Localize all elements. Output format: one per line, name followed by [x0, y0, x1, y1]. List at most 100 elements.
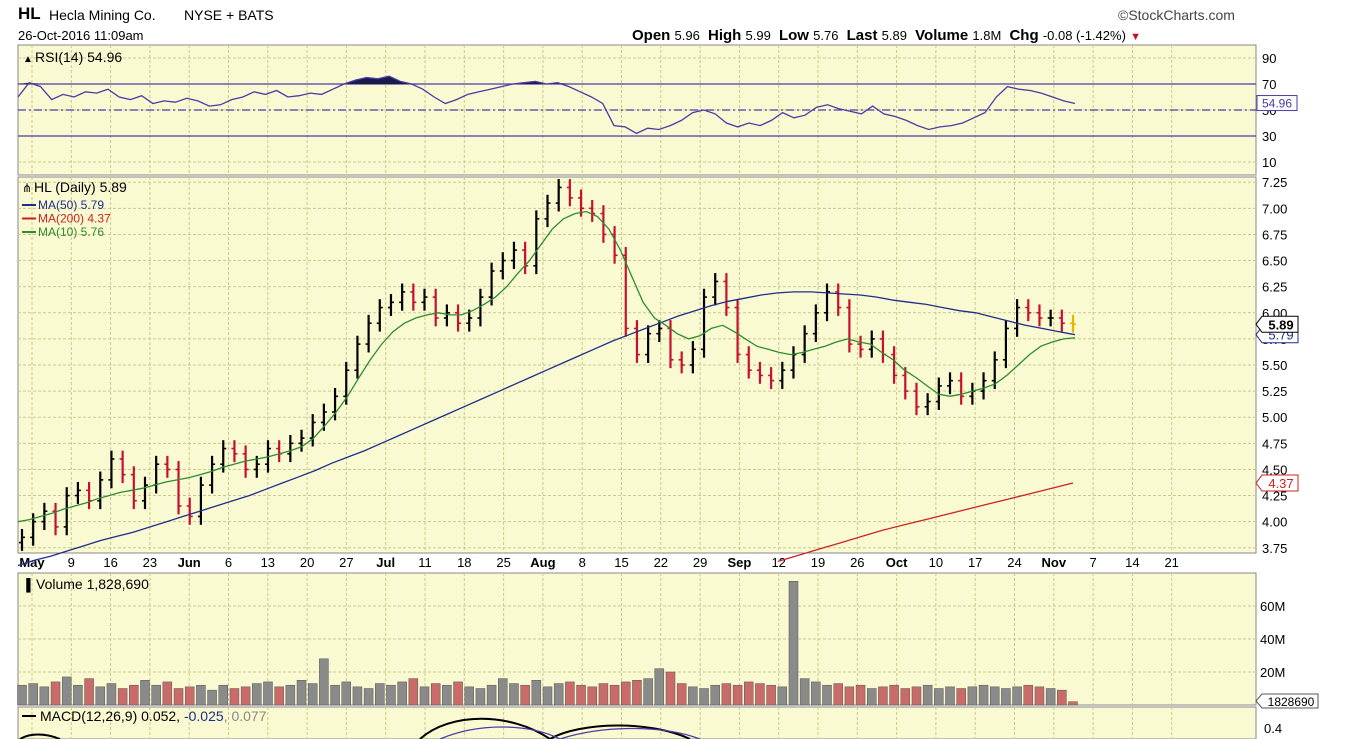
- volume-bar: [676, 683, 687, 706]
- volume-bar: [989, 686, 1000, 706]
- volume-bar: [833, 683, 843, 706]
- x-tick-label: 23: [143, 555, 157, 570]
- price-title: HL (Daily) 5.89: [34, 179, 127, 195]
- x-tick-label: 19: [811, 555, 825, 570]
- ma10-line: [17, 210, 1076, 523]
- macd-line: [19, 733, 61, 739]
- price-tick-label: 4.50: [1262, 462, 1287, 477]
- datetime: 26-Oct-2016 11:09am: [18, 28, 144, 43]
- macd-value: MACD(12,26,9) 0.052,: [40, 708, 184, 724]
- volume-bar: [330, 684, 340, 706]
- x-tick-label: May: [19, 555, 45, 570]
- volume-bar: [1045, 688, 1056, 706]
- volume-bar: [732, 684, 743, 706]
- volume-bar: [609, 684, 620, 706]
- chg-value: -0.08 (-1.42%): [1042, 28, 1126, 43]
- volume-bar: [129, 684, 139, 706]
- last-value: 5.89: [881, 28, 907, 43]
- rsi-tick-label: 90: [1262, 51, 1276, 66]
- brand-logo: ©StockCharts.com: [1118, 7, 1235, 23]
- x-tick-label: 6: [225, 555, 232, 570]
- volume-title: Volume 1,828,690: [36, 576, 149, 592]
- x-tick-label: 22: [654, 555, 668, 570]
- volume-bar: [307, 683, 318, 706]
- volume-bar: [296, 680, 307, 706]
- x-tick-label: 13: [261, 555, 275, 570]
- price-tag-label: 5.89: [1268, 317, 1293, 332]
- volume-bar: [855, 684, 866, 706]
- price-icon: ⋔: [22, 181, 32, 195]
- volume-bar: [632, 680, 642, 706]
- low-label: Low: [778, 27, 809, 44]
- volume-bar: [866, 688, 877, 706]
- macd-signal-value: -0.025: [184, 708, 224, 724]
- x-tick-label: 16: [103, 555, 117, 570]
- x-tick-label: Aug: [530, 555, 555, 570]
- volume-bar: [665, 671, 676, 706]
- volume-value-tag: [1255, 693, 1319, 709]
- volume-bar: [151, 684, 161, 706]
- volume-bar: [73, 684, 83, 706]
- volume-bar: [84, 678, 94, 706]
- volume-bar: [39, 686, 50, 706]
- volume-bar: [766, 684, 776, 706]
- volume-bar: [274, 686, 284, 706]
- legend-label: MA(200) 4.37: [38, 212, 111, 226]
- price-tick-label: 7.25: [1262, 175, 1287, 190]
- rsi-title: RSI(14) 54.96: [35, 49, 122, 65]
- volume-tick-label: 20M: [1260, 665, 1285, 680]
- x-tick-label: 18: [457, 555, 471, 570]
- macd-tick-label: 0.4: [1264, 721, 1282, 736]
- volume-bar: [956, 688, 966, 706]
- volume-bar: [542, 686, 553, 706]
- volume-bar: [509, 683, 519, 706]
- volume-bar: [844, 686, 855, 706]
- macd-histogram-value: , 0.077: [224, 708, 267, 724]
- x-tick-label: Sep: [727, 555, 751, 570]
- volume-last-value: 1828690: [1268, 695, 1315, 709]
- volume-bar: [498, 678, 508, 706]
- x-tick-label: 27: [339, 555, 353, 570]
- volume-icon: ▐: [22, 578, 31, 593]
- price-tick-label: 3.75: [1262, 541, 1287, 556]
- open-label: Open: [632, 27, 671, 44]
- volume-bar: [375, 683, 385, 706]
- rsi-last-value: 54.96: [1262, 97, 1292, 111]
- ma50-line: [17, 291, 1076, 567]
- volume-bar: [911, 686, 922, 706]
- x-tick-label: 9: [68, 555, 75, 570]
- low-value: 5.76: [813, 28, 839, 43]
- volume-bar: [889, 684, 899, 706]
- x-tick-label: Jun: [178, 555, 201, 570]
- volume-tick-label: 40M: [1260, 632, 1285, 647]
- volume-bar: [207, 689, 217, 706]
- volume-bar: [95, 686, 106, 706]
- volume-bar: [621, 681, 631, 706]
- x-tick-label: 20: [300, 555, 314, 570]
- volume-bar: [978, 684, 989, 706]
- volume-bar: [878, 686, 888, 706]
- x-tick-label: 7: [1089, 555, 1096, 570]
- x-tick-label: 17: [968, 555, 982, 570]
- volume-bar: [285, 684, 296, 706]
- volume-bar: [408, 678, 419, 706]
- volume-bar: [699, 688, 709, 706]
- volume-bar: [755, 683, 765, 706]
- volume-bar: [453, 681, 463, 706]
- x-tick-label: 10: [929, 555, 943, 570]
- price-tick-label: 5.25: [1262, 384, 1287, 399]
- exchange-label: NYSE + BATS: [184, 7, 274, 23]
- volume-bar: [464, 686, 474, 706]
- volume-bar: [430, 683, 441, 706]
- quote-summary: Open 5.96 High 5.99 Low 5.76 Last 5.89 V…: [632, 27, 1141, 44]
- volume-label: Volume: [915, 27, 969, 44]
- volume-bar: [922, 684, 933, 706]
- volume-bar: [721, 683, 732, 706]
- x-tick-label: 29: [693, 555, 707, 570]
- x-tick-label: 25: [496, 555, 510, 570]
- company-name: Hecla Mining Co.: [49, 7, 156, 23]
- last-label: Last: [846, 27, 878, 44]
- volume-bar: [598, 683, 609, 706]
- volume-bar: [341, 681, 351, 706]
